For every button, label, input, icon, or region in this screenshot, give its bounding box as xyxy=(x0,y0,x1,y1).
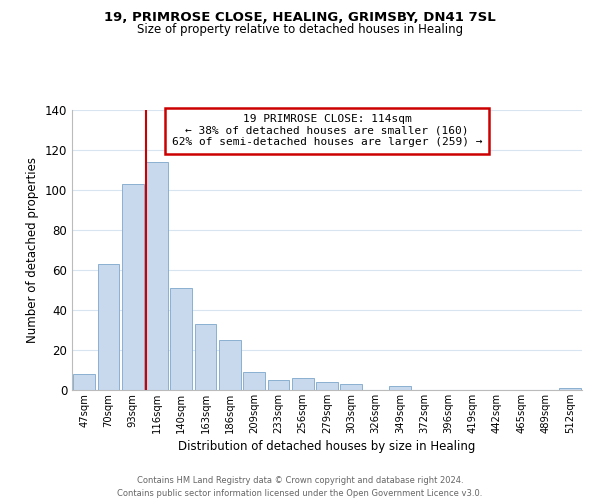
Bar xyxy=(243,372,265,390)
Y-axis label: Number of detached properties: Number of detached properties xyxy=(26,157,39,343)
X-axis label: Distribution of detached houses by size in Healing: Distribution of detached houses by size … xyxy=(178,440,476,453)
Text: 19, PRIMROSE CLOSE, HEALING, GRIMSBY, DN41 7SL: 19, PRIMROSE CLOSE, HEALING, GRIMSBY, DN… xyxy=(104,11,496,24)
Bar xyxy=(194,324,217,390)
Bar xyxy=(146,162,168,390)
Bar xyxy=(340,384,362,390)
Bar xyxy=(268,380,289,390)
Text: 19 PRIMROSE CLOSE: 114sqm
← 38% of detached houses are smaller (160)
62% of semi: 19 PRIMROSE CLOSE: 114sqm ← 38% of detac… xyxy=(172,114,482,148)
Bar xyxy=(73,374,95,390)
Bar xyxy=(122,184,143,390)
Bar xyxy=(559,388,581,390)
Bar xyxy=(389,386,411,390)
Bar xyxy=(292,378,314,390)
Text: Size of property relative to detached houses in Healing: Size of property relative to detached ho… xyxy=(137,22,463,36)
Bar xyxy=(170,288,192,390)
Bar xyxy=(97,264,119,390)
Bar xyxy=(219,340,241,390)
Bar xyxy=(316,382,338,390)
Text: Contains HM Land Registry data © Crown copyright and database right 2024.
Contai: Contains HM Land Registry data © Crown c… xyxy=(118,476,482,498)
